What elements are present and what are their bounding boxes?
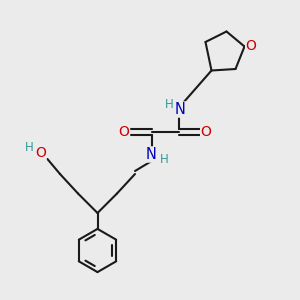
Text: O: O bbox=[118, 125, 129, 139]
Text: H: H bbox=[25, 141, 34, 154]
Text: H: H bbox=[160, 153, 169, 167]
Text: O: O bbox=[246, 40, 256, 53]
Text: N: N bbox=[146, 147, 156, 162]
Text: H: H bbox=[164, 98, 173, 111]
Text: N: N bbox=[175, 102, 185, 117]
Text: O: O bbox=[201, 125, 212, 139]
Text: O: O bbox=[35, 146, 46, 160]
